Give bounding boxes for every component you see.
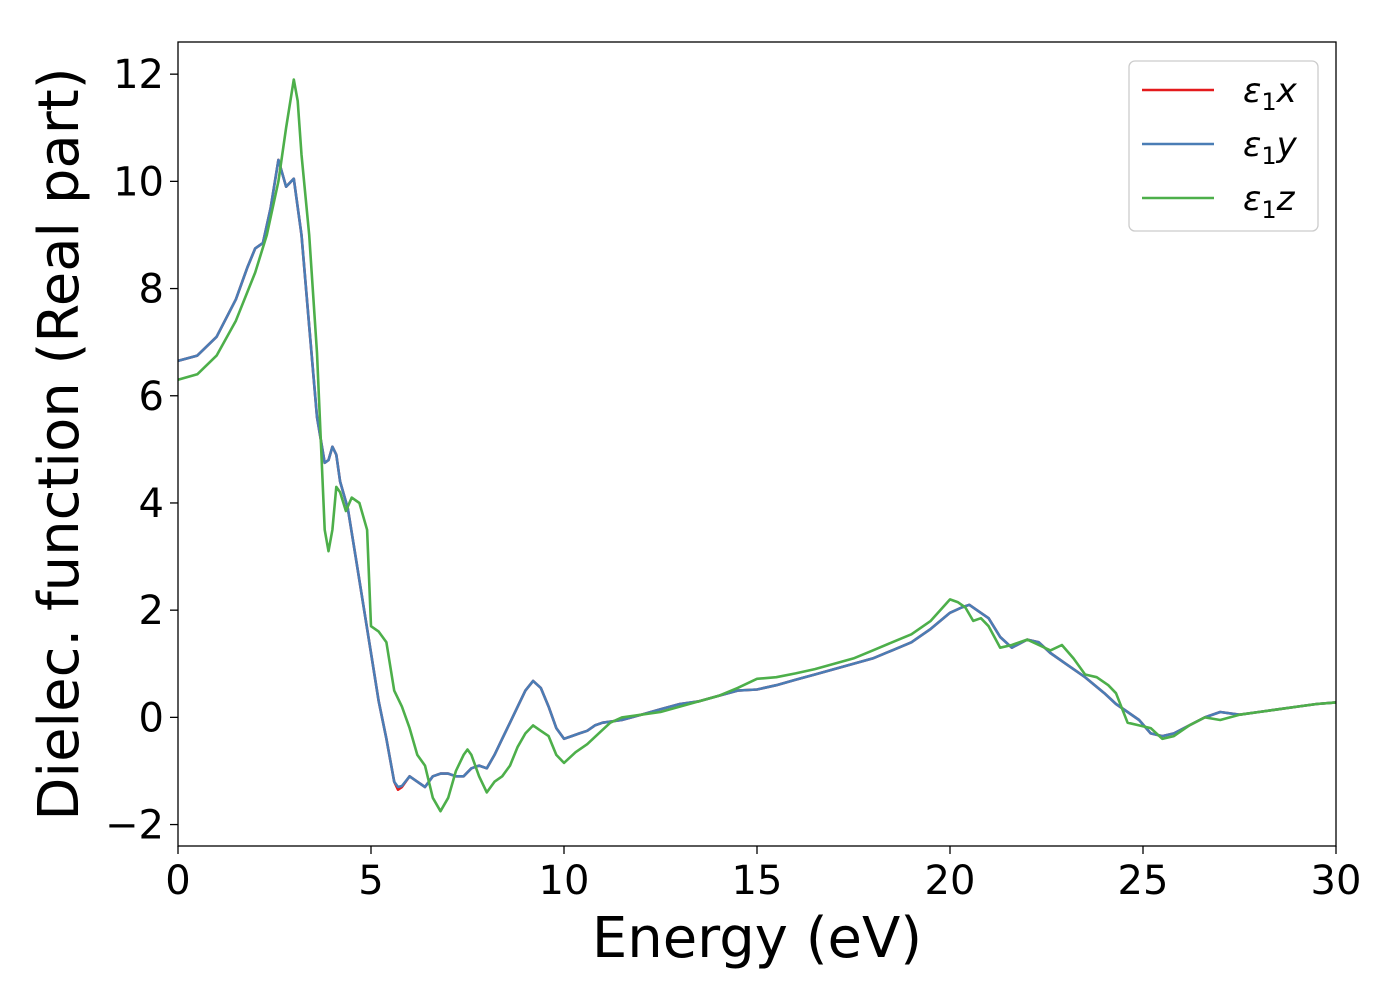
legend-variable: z (1276, 179, 1296, 219)
series-layer (178, 78, 1336, 813)
y-tick-label: 10 (113, 159, 164, 205)
y-tick-label: 4 (139, 481, 164, 527)
y-tick-label: −2 (105, 803, 164, 849)
legend-variable: y (1276, 125, 1298, 165)
legend-subscript: 1 (1261, 196, 1276, 224)
legend-variable: x (1276, 71, 1298, 111)
x-tick-label: 10 (539, 858, 590, 904)
x-axis: 0 5 10 15 20 25 30 (165, 846, 1361, 904)
y-axis: −2 0 2 4 6 8 10 12 (105, 52, 178, 849)
y-tick-label: 8 (139, 267, 164, 313)
x-tick-label: 20 (925, 858, 976, 904)
legend-label-y: ε1y (1243, 125, 1298, 170)
legend-symbol: ε (1243, 125, 1261, 165)
y-tick-label: 12 (113, 52, 164, 98)
series-line-y (178, 158, 1336, 789)
y-tick-label: 6 (139, 374, 164, 420)
x-tick-label: 5 (358, 858, 383, 904)
legend-subscript: 1 (1261, 142, 1276, 170)
legend-symbol: ε (1243, 71, 1261, 111)
x-tick-label: 30 (1311, 858, 1362, 904)
y-tick-label: 2 (139, 588, 164, 634)
legend-box (1128, 60, 1319, 232)
legend-label-z: ε1z (1243, 179, 1296, 224)
y-tick-label: 0 (139, 695, 164, 741)
legend-symbol: ε (1243, 179, 1261, 219)
x-tick-label: 0 (165, 858, 190, 904)
x-tick-label: 15 (732, 858, 783, 904)
series-line-z (178, 78, 1336, 813)
x-axis-label: Energy (eV) (592, 906, 922, 971)
legend-label-x: ε1x (1243, 71, 1298, 116)
y-axis-label: Dielec. function (Real part) (27, 67, 92, 820)
legend-subscript: 1 (1261, 88, 1276, 116)
x-tick-label: 25 (1118, 858, 1169, 904)
